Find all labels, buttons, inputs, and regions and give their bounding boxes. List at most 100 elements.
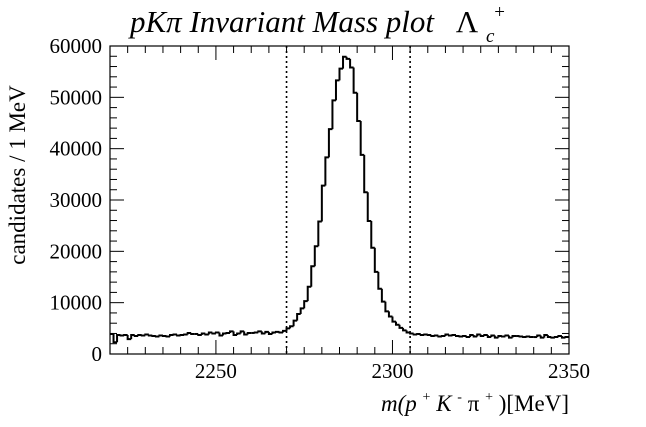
histogram-bin [387, 311, 393, 318]
histogram-bin [324, 156, 329, 186]
histogram-bin [490, 334, 495, 338]
histogram-bin [391, 316, 396, 323]
histogram-bin [169, 334, 174, 337]
histogram-bin [274, 330, 280, 333]
histogram-bin [112, 333, 118, 344]
histogram-bin [472, 335, 478, 338]
histogram-bin [550, 336, 555, 339]
histogram-bin [211, 332, 216, 335]
histogram-bin [423, 333, 428, 336]
xlabel-prefix: m(p [381, 391, 417, 416]
histogram-bin [260, 331, 266, 335]
histogram-bin [239, 330, 245, 334]
histogram-bin [257, 330, 262, 333]
histogram-bin [433, 334, 439, 337]
histogram-bin [398, 324, 404, 329]
histogram-bin [154, 335, 160, 338]
title-superscript: + [494, 2, 505, 23]
chart-title-main: pKπ Invariant Mass plot Λ c + [128, 2, 505, 49]
xlabel-sup1: + [423, 390, 431, 405]
histogram-bin [253, 331, 259, 334]
histogram-bin [462, 335, 467, 338]
histogram-bin [373, 247, 379, 273]
title-main-text: pKπ Invariant Mass plot [128, 4, 435, 39]
histogram-bin [126, 335, 132, 341]
histogram-bin [430, 335, 435, 338]
histogram-bin [271, 331, 276, 334]
title-symbol: Λ [456, 4, 479, 39]
xlabel-sup2: - [457, 390, 462, 405]
y-tick-label: 30000 [50, 188, 103, 212]
histogram-bin [133, 335, 139, 338]
histogram-bin [479, 334, 485, 338]
histogram-bin [313, 245, 319, 267]
histogram-bin [451, 334, 457, 337]
histogram-bin [186, 331, 192, 335]
histogram-bin [405, 330, 411, 334]
histogram-bin [334, 79, 340, 101]
histogram-bin [359, 120, 365, 156]
histogram-bin [416, 332, 421, 335]
histogram-bin [483, 334, 488, 337]
histogram-bin [296, 312, 301, 321]
xlabel-sup3: + [485, 390, 493, 405]
histogram-bin [539, 335, 545, 339]
histogram-bin [377, 271, 382, 290]
histogram-bin [303, 300, 308, 309]
histogram-bin [356, 92, 361, 122]
histogram-bin [525, 335, 531, 338]
histogram-bin [518, 335, 524, 338]
histogram-bin [469, 334, 474, 338]
histogram-bin [440, 335, 446, 338]
y-tick-label: 20000 [50, 239, 103, 263]
x-tick-label: 2250 [195, 359, 237, 383]
histogram-bin [232, 331, 238, 337]
histogram-bin [151, 335, 156, 338]
histogram-bin [147, 334, 153, 337]
histogram-bin [437, 335, 442, 338]
histogram-bin [412, 333, 418, 336]
histogram-bin [522, 336, 527, 339]
histogram-bin [282, 329, 287, 333]
x-tick-label: 2350 [548, 359, 590, 383]
histogram-bin [507, 335, 513, 339]
chart-title: pKπ Invariant Mass plot Λ c + [128, 2, 505, 49]
histogram-bin [225, 331, 231, 334]
histogram-bin [243, 331, 248, 336]
histogram-bin [536, 334, 541, 338]
plot-layer: 2250 2300 2350 0 10000 20000 30000 40000 50000 60… [50, 34, 591, 383]
histogram-bin [264, 330, 269, 334]
histogram-bin [204, 333, 209, 336]
y-axis-title: candidates / 1 MeV [5, 85, 30, 265]
histogram-bin [299, 307, 305, 314]
histogram-bin [310, 265, 315, 287]
histogram-bin [342, 55, 347, 69]
histogram-bin [476, 333, 481, 337]
histogram-bin [366, 192, 372, 223]
histogram-bin [349, 58, 354, 69]
histogram-bin [426, 334, 432, 337]
title-subscript: c [486, 26, 495, 47]
histogram-bin [511, 335, 517, 338]
histogram-bin [345, 56, 351, 60]
y-tick-label: 10000 [50, 291, 103, 315]
histogram-bin [320, 184, 326, 222]
histogram-bin [179, 334, 185, 337]
histogram-bin [553, 336, 559, 339]
histogram-bin [267, 331, 273, 335]
histogram-bin [214, 331, 220, 334]
histogram-bin [207, 331, 213, 335]
histogram-bin [560, 336, 566, 339]
x-tick-label: 2300 [371, 359, 413, 383]
histogram-bin [419, 333, 425, 337]
histogram-bin [236, 332, 241, 336]
histogram-bin [384, 301, 389, 313]
y-tick-label: 50000 [50, 85, 103, 109]
histogram-bin [455, 335, 460, 338]
histogram-bin [161, 335, 167, 338]
histogram-bin [285, 327, 291, 331]
histogram-bin [327, 128, 333, 158]
histogram-bin [183, 333, 188, 336]
